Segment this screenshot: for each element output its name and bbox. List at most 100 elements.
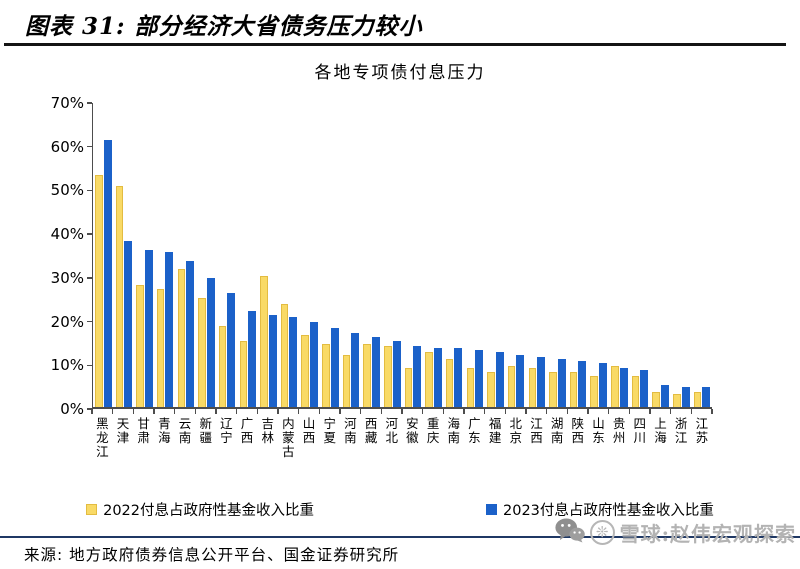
source-text: 来源: 地方政府债券信息公开平台、国金证券研究所	[24, 546, 400, 564]
y-tick-mark	[87, 277, 92, 279]
x-tick-mark	[215, 409, 217, 414]
legend-swatch-2023	[486, 504, 497, 515]
bar-group-11	[299, 103, 320, 407]
bar-group-16	[403, 103, 424, 407]
y-tick-mark	[87, 364, 92, 367]
plot-area	[92, 103, 712, 409]
bar-2023	[578, 361, 587, 407]
bar-2023	[598, 363, 607, 407]
bar-group-23	[547, 103, 568, 407]
x-tick-mark	[132, 409, 135, 414]
x-axis-label: 浙 江	[674, 416, 688, 445]
bar-group-14	[361, 103, 382, 407]
bar-group-6	[196, 103, 217, 407]
bar-group-22	[526, 103, 547, 407]
x-axis-label: 广 西	[240, 416, 254, 445]
x-tick-mark	[525, 409, 527, 414]
y-tick-label: 60%	[50, 137, 84, 156]
x-tick-mark	[421, 409, 424, 414]
x-axis-label: 广 东	[468, 416, 481, 445]
x-axis-label: 内 蒙 古	[282, 416, 295, 459]
page-title: 图表 31: 部分经济大省债务压力较小	[25, 13, 423, 40]
x-axis-label: 海 南	[447, 416, 461, 445]
bar-group-12	[320, 103, 341, 407]
bar-2023	[702, 387, 711, 407]
x-tick-mark	[587, 409, 589, 414]
bar-2022	[342, 354, 351, 407]
bar-2023	[640, 369, 649, 407]
x-tick-mark	[483, 409, 486, 414]
x-tick-mark	[649, 409, 651, 414]
bar-2023	[413, 345, 422, 407]
bar-2022	[239, 341, 248, 407]
x-tick-mark	[711, 409, 713, 414]
bar-2022	[569, 372, 578, 407]
bar-2022	[136, 284, 144, 407]
bar-2022	[363, 343, 371, 407]
bar-2022	[384, 345, 392, 407]
bar-2023	[309, 321, 318, 407]
x-tick-mark	[256, 409, 259, 414]
x-tick-mark	[194, 409, 197, 414]
bar-2022	[280, 304, 289, 407]
bar-2023	[351, 332, 360, 407]
watermark-text: 雪球:赵伟宏观探索	[619, 521, 796, 546]
bar-2023	[537, 356, 546, 407]
watermark: ❊ 雪球:赵伟宏观探索	[555, 517, 796, 547]
x-axis-label: 北 京	[509, 416, 523, 445]
bar-2022	[115, 186, 124, 407]
x-axis-label: 吉 林	[261, 416, 274, 445]
bar-2023	[660, 385, 669, 407]
bar-2022	[673, 393, 681, 407]
chart-title: 各地专项债付息压力	[314, 63, 486, 83]
legend-label-2023: 2023付息占政府性基金收入比重	[503, 503, 714, 519]
bar-2023	[371, 337, 380, 407]
x-tick-mark	[173, 409, 176, 414]
bar-2022	[549, 372, 557, 407]
x-tick-mark	[277, 409, 279, 414]
bar-2023	[516, 354, 525, 407]
x-axis-label: 青 海	[158, 416, 171, 445]
y-tick-label: 0%	[60, 400, 84, 418]
x-axis-label: 西 藏	[364, 416, 378, 445]
bar-group-4	[155, 103, 176, 407]
bar-2023	[475, 350, 484, 407]
bar-2023	[124, 240, 133, 407]
y-tick-mark	[87, 408, 92, 410]
legend-item-2023: 2023付息占政府性基金收入比重	[486, 499, 714, 520]
x-tick-mark	[628, 409, 631, 414]
x-axis-labels: 黑 龙 江天 津甘 肃青 海云 南新 疆辽 宁广 西吉 林内 蒙 古山 西宁 夏…	[92, 417, 712, 459]
bar-2022	[466, 367, 475, 407]
legend-item-2022: 2022付息占政府性基金收入比重	[86, 499, 314, 520]
x-tick-mark	[401, 409, 403, 414]
bar-2023	[186, 260, 195, 407]
x-axis-label: 湖 南	[550, 416, 564, 445]
y-tick-label: 20%	[50, 312, 84, 331]
bar-2022	[218, 326, 227, 407]
bar-group-1	[93, 103, 114, 407]
x-axis-label: 江 苏	[695, 416, 709, 445]
bar-2022	[487, 372, 495, 407]
bar-group-8	[237, 103, 258, 407]
legend-label-2022: 2022付息占政府性基金收入比重	[103, 503, 314, 519]
bar-group-25	[588, 103, 609, 407]
x-tick-mark	[297, 409, 300, 414]
legend-swatch-2022	[86, 504, 98, 515]
bar-2022	[445, 358, 454, 407]
x-axis-label: 重 庆	[426, 416, 440, 445]
x-axis-label: 四 川	[633, 416, 647, 445]
x-axis-label: 河 南	[344, 416, 357, 445]
bar-2022	[156, 289, 165, 407]
x-axis-label: 安 徽	[406, 416, 419, 445]
x-tick-mark	[504, 409, 507, 414]
y-tick-mark	[87, 320, 92, 323]
x-tick-mark	[111, 409, 114, 414]
x-axis-label: 山 西	[302, 416, 316, 445]
bar-group-5	[176, 103, 197, 407]
bar-2023	[289, 317, 298, 407]
bar-group-30	[692, 103, 713, 407]
bar-2023	[433, 348, 442, 407]
y-tick-label: 40%	[50, 225, 84, 244]
bar-2023	[495, 352, 504, 407]
